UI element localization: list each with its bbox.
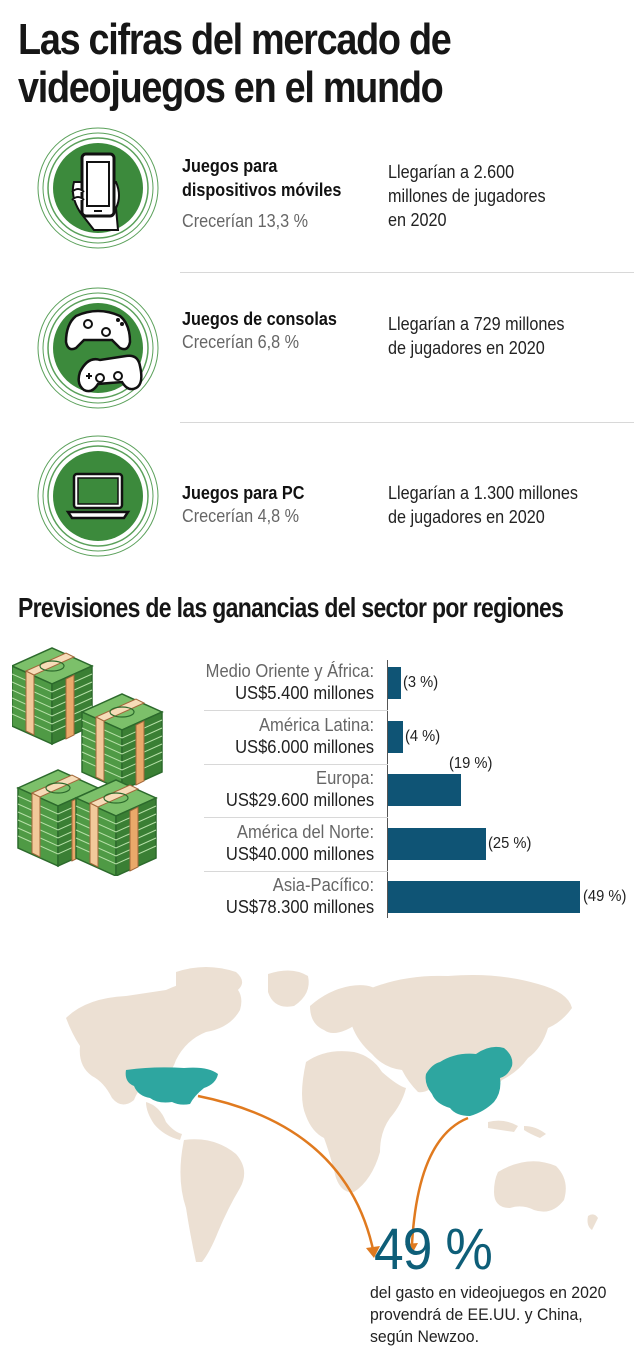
region-percent: (4 %)	[404, 727, 440, 745]
region-value: US$40.000 millones	[225, 843, 374, 864]
laptop-icon	[37, 435, 159, 557]
smartphone-icon	[37, 127, 159, 249]
region-name: Asia-Pacífico:	[272, 875, 374, 895]
segment-divider	[180, 422, 634, 423]
share-value: 49 %	[374, 1217, 493, 1282]
map-asia	[350, 975, 572, 1102]
page-title-line1: Las cifras del mercado de	[18, 15, 452, 64]
row-separator	[204, 870, 388, 872]
gamepad-icon	[37, 287, 159, 409]
region-name: América Latina:	[258, 714, 374, 735]
world-map	[66, 967, 598, 1262]
region-value: US$29.600 millones	[225, 790, 374, 810]
arrow-usa	[197, 1094, 376, 1255]
row-separator	[204, 763, 388, 765]
map-south-america	[180, 1139, 245, 1262]
region-value: US$6.000 millones	[234, 736, 374, 757]
region-bar	[388, 667, 402, 699]
region-percent: (49 %)	[583, 888, 627, 905]
page-title-line2: videojuegos en el mundo	[18, 63, 444, 112]
map-africa	[302, 1051, 406, 1193]
segment-pc-name: Juegos para PC	[182, 483, 305, 503]
region-percent: (3 %)	[403, 674, 439, 691]
chart-axis	[387, 660, 388, 918]
region-bar	[388, 720, 403, 753]
share-caption: del gasto en videojuegos en 2020 provend…	[370, 1283, 607, 1346]
map-usa-highlight	[125, 1067, 218, 1105]
segment-pc-growth: Crecerían 4,8 %	[182, 506, 300, 526]
region-bar	[388, 827, 487, 860]
segment-mobile-growth: Crecerían 13,3 %	[182, 211, 309, 231]
region-name: Europa:	[315, 768, 374, 788]
map-australia	[494, 1161, 566, 1212]
money-stacks-illustration	[12, 647, 163, 876]
segment-console-growth: Crecerían 6,8 %	[182, 332, 300, 352]
region-value: US$78.300 millones	[225, 897, 374, 917]
regions-title: Previsiones de las ganancias del sector …	[18, 592, 564, 623]
segment-divider	[180, 272, 634, 273]
row-separator	[204, 710, 388, 711]
region-bar	[388, 881, 580, 913]
region-percent: (19 %)	[448, 755, 492, 772]
arrow-china-head	[405, 1243, 418, 1254]
region-value: US$5.400 millones	[234, 683, 374, 703]
arrow-china	[410, 1116, 469, 1245]
page-title: Las cifras del mercado de videojuegos en…	[18, 16, 620, 112]
segment-mobile-name: Juegos para dispositivos móviles	[182, 156, 342, 200]
region-name: Medio Oriente y África:	[205, 661, 374, 681]
segment-mobile-players: Llegarían a 2.600 millones de jugadores …	[388, 162, 546, 230]
segment-console-players: Llegarían a 729 millones de jugadores en…	[388, 314, 565, 358]
arrow-usa-head	[366, 1246, 380, 1258]
region-name: América del Norte:	[236, 821, 374, 842]
row-separator	[204, 817, 388, 818]
segment-pc-players: Llegarían a 1.300 millones de jugadores …	[388, 483, 579, 527]
segment-console-name: Juegos de consolas	[182, 309, 337, 329]
region-bar	[388, 774, 461, 806]
map-china-highlight	[425, 1046, 513, 1116]
region-percent: (25 %)	[488, 834, 532, 852]
map-north-america	[66, 979, 242, 1105]
